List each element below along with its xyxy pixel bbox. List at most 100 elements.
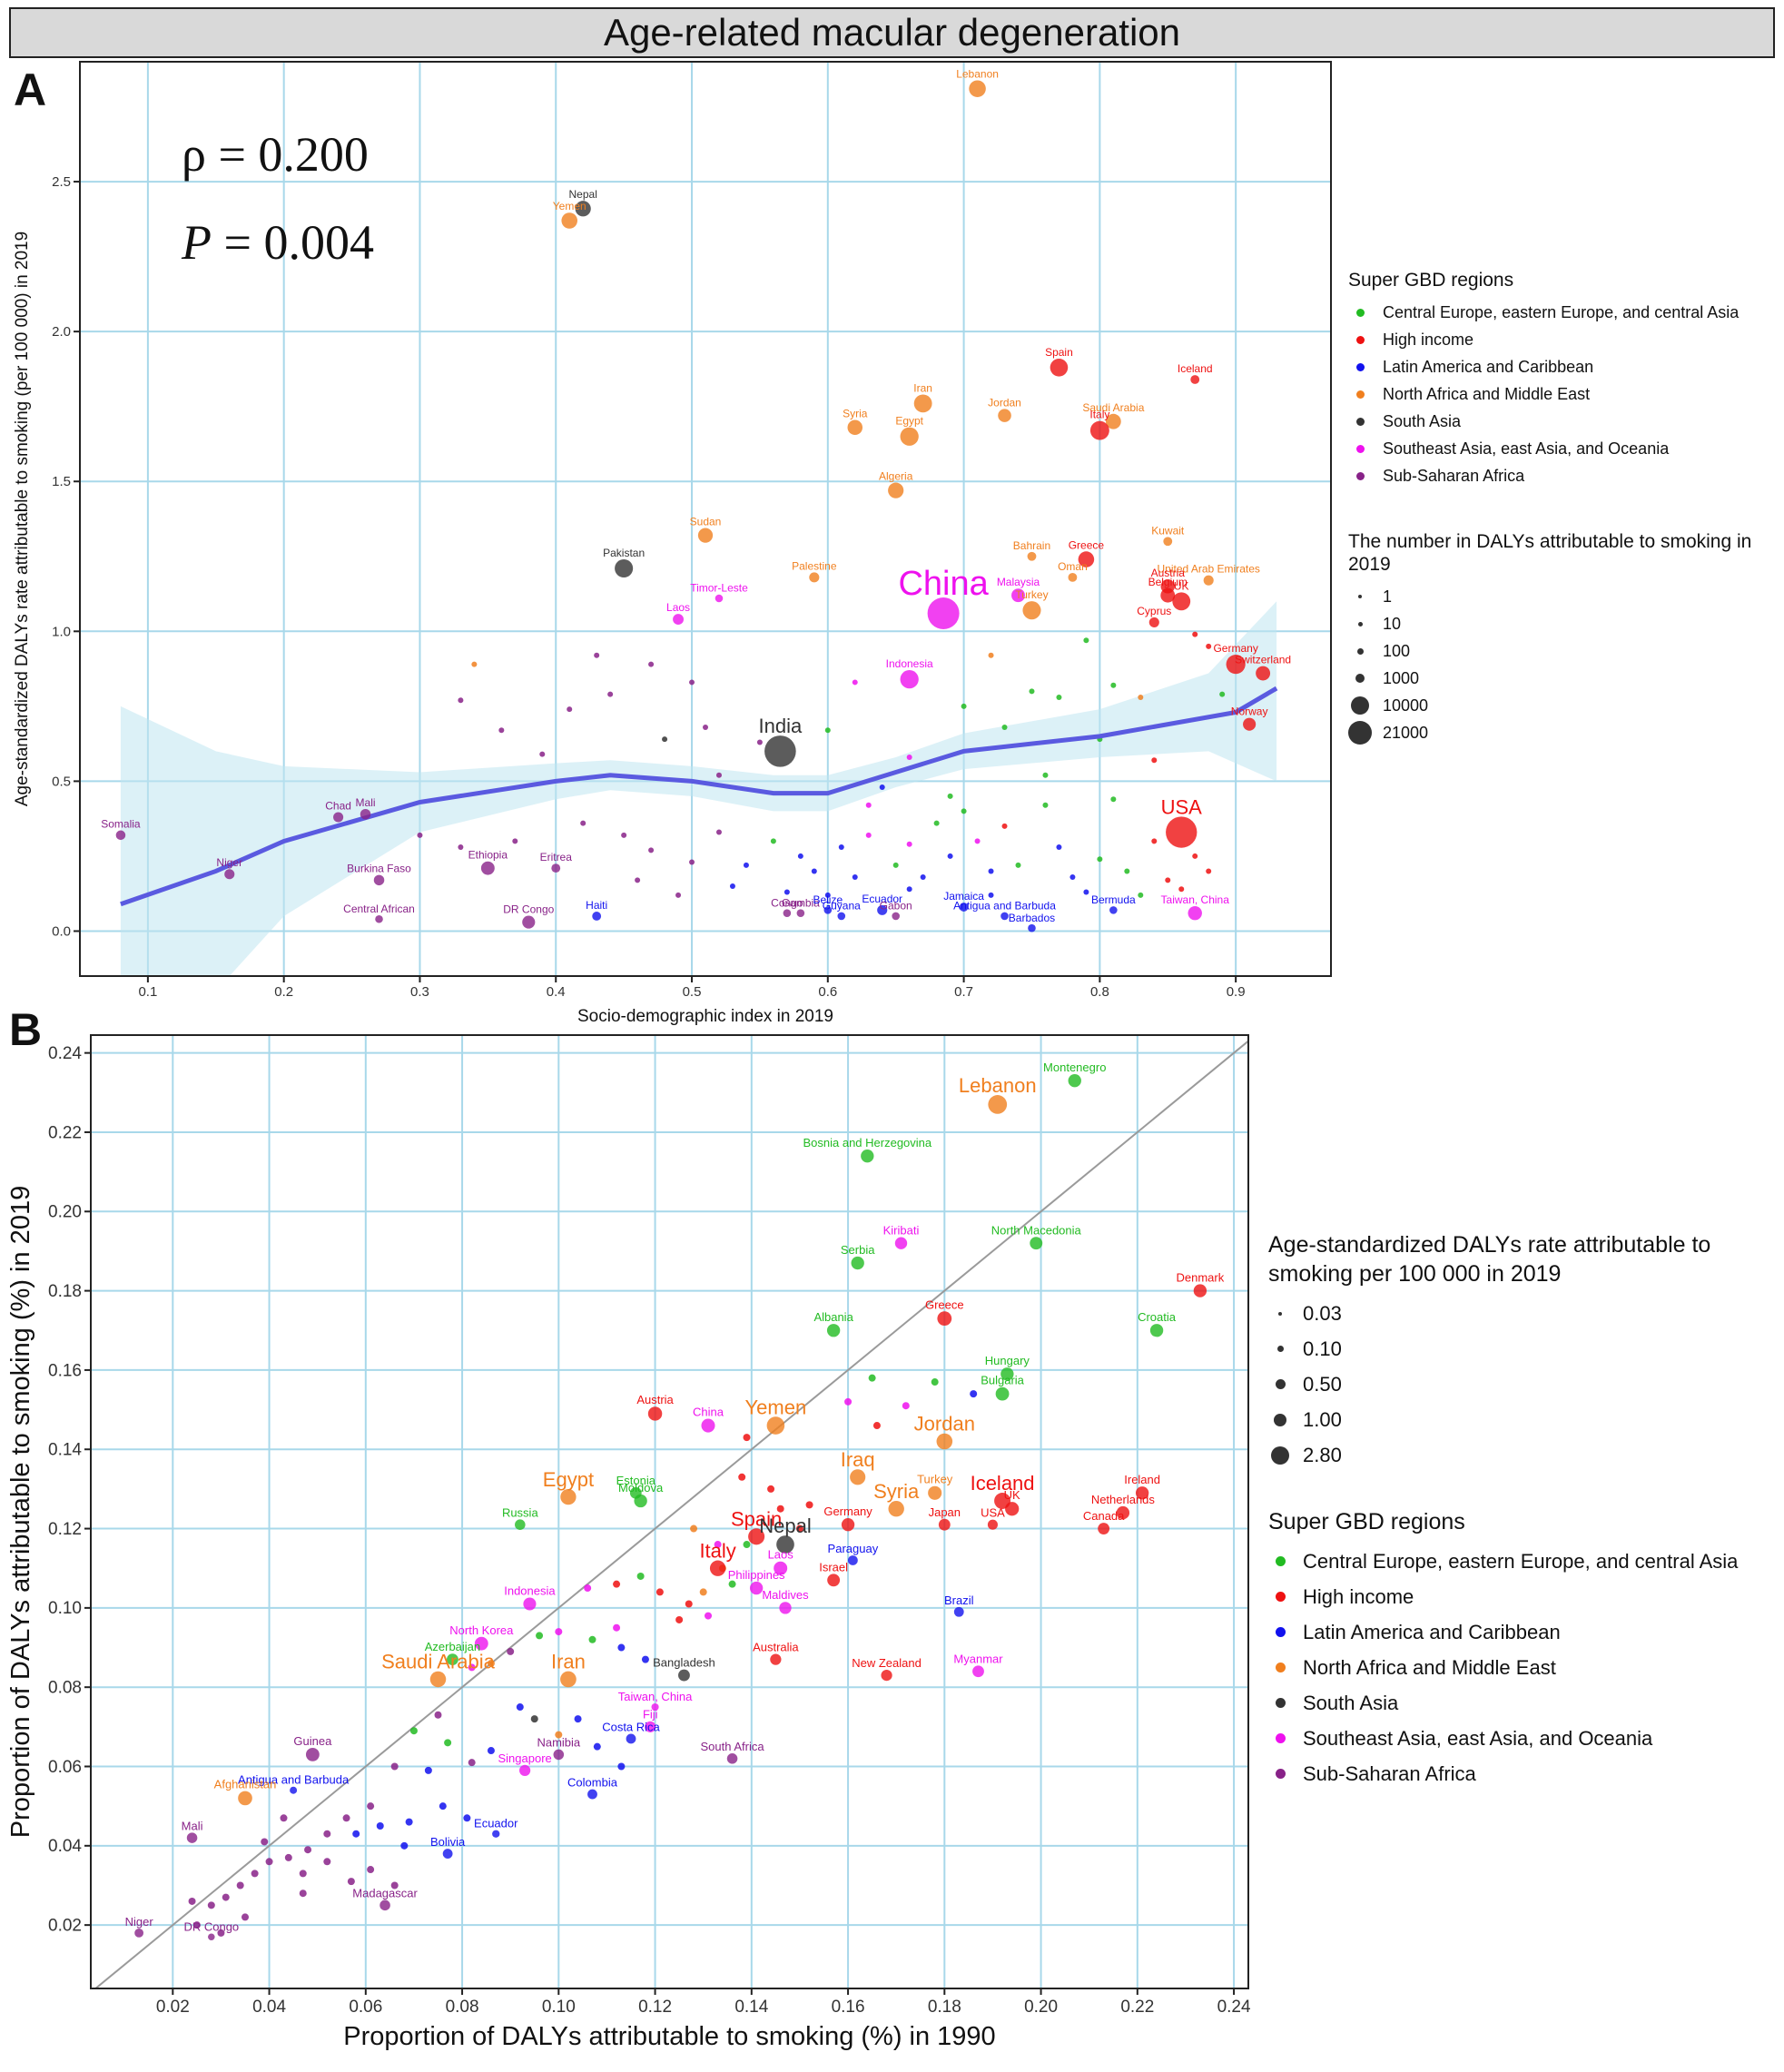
x-tick-label: 0.7 <box>954 984 973 1000</box>
data-point <box>1138 694 1144 700</box>
data-point <box>988 652 994 658</box>
data-point <box>900 669 919 689</box>
point-label: Moldova <box>618 1481 664 1495</box>
y-tick-label: 0.14 <box>48 1441 82 1460</box>
data-point <box>877 904 888 915</box>
legend-dot <box>1358 595 1362 598</box>
data-point <box>928 1485 942 1500</box>
legend-label: Latin America and Caribbean <box>1303 1620 1561 1643</box>
data-point <box>743 1434 751 1442</box>
data-point <box>299 1870 307 1878</box>
y-tick-label: 0.20 <box>48 1203 82 1222</box>
data-point <box>434 1711 442 1719</box>
point-label: Russia <box>502 1505 539 1519</box>
data-point <box>838 844 844 851</box>
data-point <box>238 1791 252 1806</box>
data-point <box>1151 757 1158 764</box>
point-label: North Macedonia <box>991 1223 1082 1237</box>
data-point <box>522 915 536 929</box>
data-point <box>673 614 684 626</box>
data-point <box>1135 1486 1149 1500</box>
data-point <box>186 1832 198 1843</box>
point-label: Yemen <box>745 1396 807 1418</box>
plot-body: Montenegro Lebanon Bosnia and Herzegovina K… <box>94 1040 1248 1988</box>
panel-a-region-legend: Super GBD regions Central Europe, easter… <box>1348 269 1775 489</box>
data-point <box>1243 717 1257 731</box>
point-label: Bulgaria <box>981 1374 1024 1387</box>
data-point <box>1056 844 1062 851</box>
point-label: USA <box>1161 795 1203 818</box>
point-label: Ireland <box>1124 1473 1160 1486</box>
data-point <box>1105 413 1121 429</box>
legend-swatch <box>1348 647 1372 655</box>
data-point <box>709 1560 726 1576</box>
data-point <box>824 892 831 898</box>
data-point <box>900 427 919 446</box>
x-tick-label: 0.2 <box>274 984 293 1000</box>
y-tick-label: 0.16 <box>48 1361 82 1380</box>
data-point <box>592 912 602 921</box>
data-point <box>442 1849 453 1859</box>
data-point <box>1206 868 1212 874</box>
point-label: Denmark <box>1177 1270 1225 1284</box>
y-tick-label: 0.06 <box>48 1758 82 1777</box>
point-label: Turkey <box>917 1473 953 1486</box>
data-point <box>1005 1502 1020 1516</box>
point-label: Burkina Faso <box>347 863 411 875</box>
point-label: Eritrea <box>540 851 573 863</box>
point-label: Indonesia <box>886 657 933 670</box>
legend-item: Latin America and Caribbean <box>1268 1614 1777 1650</box>
legend-dot <box>1355 417 1365 426</box>
p-value-annotation: P = 0.004 <box>181 215 374 270</box>
point-label: UK <box>1004 1488 1020 1502</box>
data-point <box>555 1731 563 1739</box>
data-point <box>998 409 1011 422</box>
data-point <box>767 1485 775 1493</box>
data-point <box>847 1555 858 1565</box>
point-label: Singapore <box>498 1751 551 1765</box>
data-point <box>560 1488 577 1505</box>
point-label: Laos <box>666 601 690 614</box>
data-point <box>498 727 505 734</box>
data-point <box>634 1494 647 1508</box>
point-label: UK <box>1174 579 1189 592</box>
data-point <box>1256 666 1271 681</box>
panel-b-plot: Montenegro Lebanon Bosnia and Herzegovina K… <box>6 1034 1251 2051</box>
x-tick-label: 0.16 <box>832 1998 865 2017</box>
point-label: Laos <box>768 1548 794 1562</box>
data-point <box>689 859 695 865</box>
data-point <box>689 679 695 686</box>
data-point <box>823 906 833 914</box>
data-point <box>208 1933 215 1941</box>
legend-swatch <box>1348 696 1372 715</box>
data-point <box>1097 856 1103 863</box>
point-label: Gabon <box>880 900 912 913</box>
point-label: Turkey <box>1015 588 1048 601</box>
data-point <box>974 838 981 844</box>
data-point <box>715 829 722 835</box>
point-label: Spain <box>731 1507 782 1530</box>
data-point <box>1203 575 1214 586</box>
data-point <box>1050 358 1069 377</box>
data-point <box>400 1841 409 1850</box>
data-point <box>613 1580 621 1588</box>
point-label: Gambia <box>782 896 820 909</box>
data-point <box>515 1519 526 1530</box>
legend-dot <box>1355 674 1365 683</box>
point-label: Spain <box>1045 346 1073 359</box>
point-label: Ecuador <box>474 1817 518 1830</box>
legend-swatch <box>1268 1663 1292 1672</box>
point-label: Fiji <box>643 1708 658 1722</box>
data-point <box>872 1422 881 1430</box>
confidence-band <box>120 601 1277 976</box>
legend-dot <box>1278 1311 1282 1316</box>
x-tick-label: 0.5 <box>683 984 702 1000</box>
data-point <box>444 1739 452 1747</box>
data-point <box>852 679 858 686</box>
plot-border <box>90 1034 1249 1989</box>
data-point <box>1110 796 1117 803</box>
data-point <box>641 1655 649 1663</box>
gridlines <box>91 1035 1248 1988</box>
legend-label: Southeast Asia, east Asia, and Oceania <box>1303 1726 1653 1750</box>
data-point <box>756 739 763 745</box>
